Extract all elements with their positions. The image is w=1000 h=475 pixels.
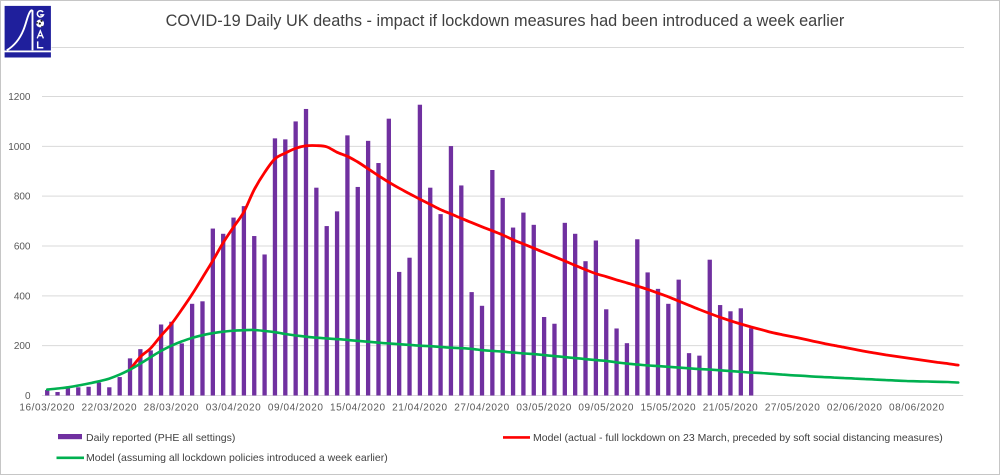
svg-text:27/04/2020: 27/04/2020 xyxy=(454,403,510,414)
svg-text:16/03/2020: 16/03/2020 xyxy=(19,403,75,414)
svg-text:09/05/2020: 09/05/2020 xyxy=(578,403,634,414)
svg-text:400: 400 xyxy=(14,291,31,302)
svg-text:800: 800 xyxy=(14,192,31,203)
svg-text:02/06/2020: 02/06/2020 xyxy=(827,403,883,414)
svg-text:1000: 1000 xyxy=(8,142,31,153)
svg-text:1200: 1200 xyxy=(8,92,31,103)
svg-text:28/03/2020: 28/03/2020 xyxy=(144,403,200,414)
svg-text:Daily reported (PHE all settin: Daily reported (PHE all settings) xyxy=(86,432,235,444)
svg-text:21/04/2020: 21/04/2020 xyxy=(392,403,448,414)
svg-text:600: 600 xyxy=(14,242,31,253)
svg-text:COVID-19 Daily UK deaths - imp: COVID-19 Daily UK deaths - impact if loc… xyxy=(166,12,845,30)
svg-text:22/03/2020: 22/03/2020 xyxy=(82,403,138,414)
svg-text:03/05/2020: 03/05/2020 xyxy=(516,403,572,414)
svg-text:15/05/2020: 15/05/2020 xyxy=(641,403,697,414)
svg-text:200: 200 xyxy=(14,341,31,352)
svg-text:09/04/2020: 09/04/2020 xyxy=(268,403,324,414)
svg-text:Model (actual - full lockdown: Model (actual - full lockdown on 23 Marc… xyxy=(533,432,943,444)
svg-text:08/06/2020: 08/06/2020 xyxy=(889,403,945,414)
svg-text:27/05/2020: 27/05/2020 xyxy=(765,403,821,414)
svg-text:15/04/2020: 15/04/2020 xyxy=(330,403,386,414)
svg-text:0: 0 xyxy=(25,391,31,402)
svg-text:21/05/2020: 21/05/2020 xyxy=(703,403,759,414)
svg-text:Model (assuming all lockdown p: Model (assuming all lockdown policies in… xyxy=(86,452,388,464)
svg-text:03/04/2020: 03/04/2020 xyxy=(206,403,262,414)
